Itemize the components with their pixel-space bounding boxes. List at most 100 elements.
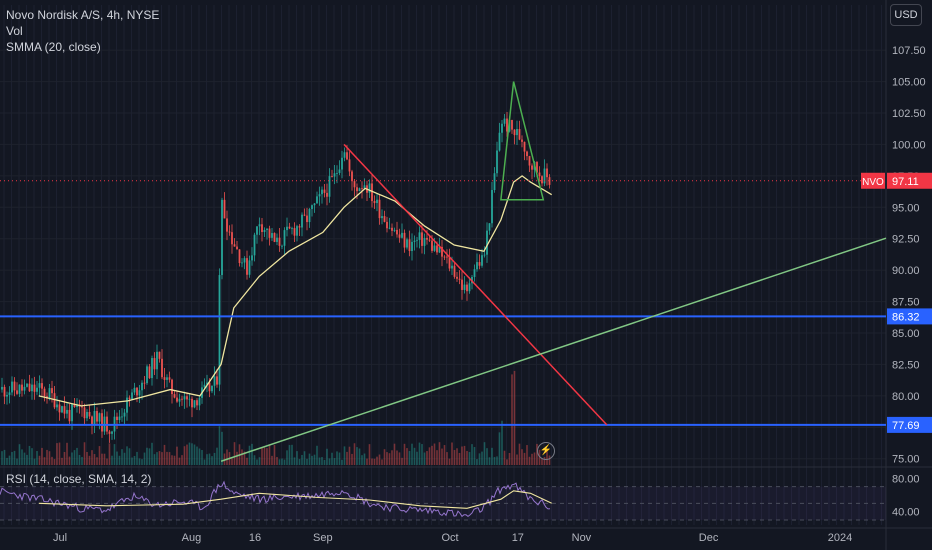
volume-bar — [111, 455, 113, 465]
volume-bar — [313, 454, 316, 465]
candle-body — [353, 181, 356, 188]
candle-body — [316, 196, 318, 204]
volume-bar — [271, 455, 273, 465]
volume-bar — [231, 458, 233, 465]
candle-body — [173, 394, 176, 398]
volume-bar — [441, 448, 443, 465]
candle-body — [88, 411, 91, 417]
volume-bar — [13, 450, 16, 465]
candle-body — [336, 173, 338, 174]
volume-bar — [81, 456, 83, 465]
volume-bar — [8, 455, 11, 465]
candle-body — [371, 183, 373, 202]
volume-bar — [166, 451, 168, 465]
candle-body — [286, 226, 288, 231]
volume-bar — [521, 449, 523, 465]
candle-body — [458, 278, 461, 280]
candle-body — [301, 214, 303, 228]
candle-body — [58, 404, 61, 413]
candle-body — [183, 396, 186, 400]
volume-bar — [168, 452, 171, 465]
volume-bar — [101, 453, 103, 465]
volume-bar — [436, 450, 438, 465]
volume-bar — [216, 447, 218, 465]
rsi-layer — [0, 480, 886, 521]
rsi-sma-line — [38, 490, 552, 509]
volume-bar — [506, 459, 508, 465]
candle-body — [276, 237, 278, 242]
candle-body — [483, 254, 486, 256]
time-tick-label: Nov — [572, 532, 592, 544]
volume-bar — [336, 451, 338, 465]
volume-bar — [61, 457, 63, 465]
volume-bar — [176, 446, 178, 465]
candle-body — [258, 224, 261, 227]
candle-body — [266, 228, 268, 231]
candle-body — [381, 216, 383, 219]
volume-bar — [476, 459, 478, 465]
time-tick-label: 16 — [249, 532, 261, 544]
volume-bar — [431, 445, 433, 465]
candle-body — [206, 382, 208, 385]
volume-bar — [121, 449, 123, 465]
candle-body — [438, 246, 441, 253]
candle-body — [3, 386, 6, 397]
currency-button[interactable]: USD — [890, 4, 922, 26]
volume-bar — [148, 448, 151, 465]
volume-bar — [496, 456, 498, 465]
candle-body — [218, 275, 221, 385]
volume-bar — [208, 453, 211, 465]
volume-bar — [371, 458, 373, 465]
candle-body — [328, 176, 331, 197]
candle-body — [31, 384, 33, 392]
volume-bar — [251, 443, 253, 465]
volume-bar — [448, 458, 451, 465]
volume-bar — [183, 446, 186, 465]
candle-body — [326, 192, 328, 197]
volume-bar — [73, 450, 76, 465]
candle-body — [86, 411, 88, 419]
volume-bar — [11, 452, 13, 465]
volume-bar — [473, 447, 476, 465]
level-badge-label: 77.69 — [892, 420, 920, 432]
symbol-title[interactable]: Novo Nordisk A/S, 4h, NYSE — [6, 8, 160, 22]
lightning-icon[interactable]: ⚡ — [537, 442, 555, 460]
candle-body — [333, 173, 336, 177]
volume-bar — [286, 450, 288, 465]
volume-bar — [21, 449, 23, 465]
candle-body — [121, 416, 123, 418]
volume-bar — [123, 452, 126, 465]
volume-bar — [388, 453, 391, 465]
volume-bar — [141, 459, 143, 465]
candle-body — [321, 189, 323, 195]
rsi-legend[interactable]: RSI (14, close, SMA, 14, 2) — [6, 472, 152, 486]
candles — [1, 112, 551, 443]
smma-legend[interactable]: SMMA (20, close) — [6, 40, 101, 54]
candle-body — [278, 237, 281, 246]
time-tick-label: Sep — [313, 532, 333, 544]
symbol-badge-label: NVO — [862, 177, 884, 188]
volume-bar — [158, 451, 161, 465]
candle-body — [43, 388, 46, 397]
candle-body — [116, 416, 118, 421]
candle-body — [518, 129, 521, 140]
price-tick-label: 87.50 — [892, 297, 920, 309]
candle-body — [153, 358, 156, 370]
candle-body — [261, 224, 263, 233]
volume-bar — [153, 454, 156, 465]
candle-body — [473, 269, 476, 277]
candle-body — [176, 397, 178, 402]
candle-body — [351, 171, 353, 182]
volume-legend[interactable]: Vol — [6, 24, 23, 38]
candle-body — [151, 358, 153, 379]
candle-body — [98, 413, 101, 422]
candle-body — [491, 189, 493, 224]
volume-bar — [291, 444, 293, 465]
volume-bar — [53, 459, 56, 465]
downtrend-line — [343, 143, 608, 426]
volume-bar — [396, 450, 398, 465]
candle-body — [308, 208, 311, 223]
volume-bar — [56, 443, 58, 465]
volume-bar — [548, 455, 551, 465]
